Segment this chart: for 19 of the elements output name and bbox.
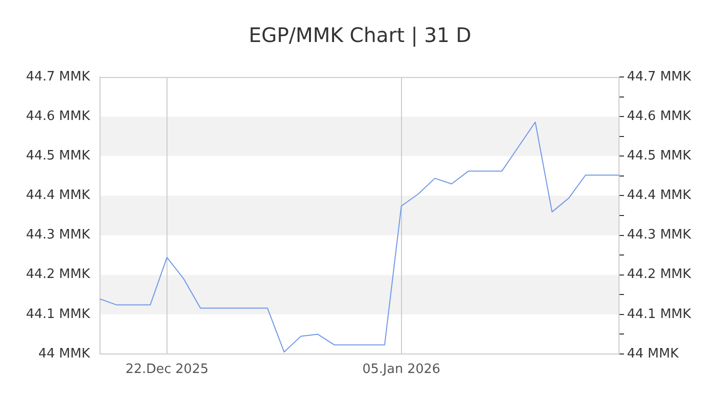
y-tick-label: 44.6 MMK — [26, 108, 90, 124]
x-tick-label: 05.Jan 2026 — [362, 362, 440, 378]
y-tick-label: 44.3 MMK — [26, 228, 90, 243]
y-tick-label: 44.1 MMK — [26, 306, 90, 322]
y2-tick-label: 44.3 MMK — [627, 228, 692, 243]
y2-tick-label: 44.5 MMK — [627, 148, 692, 164]
y2-tick-label: 44.2 MMK — [627, 267, 692, 282]
y2-tick-label: 44.6 MMK — [627, 108, 692, 124]
y-tick-label: 44.4 MMK — [26, 188, 90, 204]
y2-tick-label: 44.7 MMK — [627, 69, 692, 84]
x-tick-label: 22.Dec 2025 — [125, 362, 208, 378]
y2-tick-label: 44 MMK — [627, 346, 680, 362]
y-tick-label: 44 MMK — [38, 346, 90, 362]
y2-tick-label: 44.1 MMK — [627, 306, 692, 322]
y-tick-label: 44.2 MMK — [26, 267, 90, 282]
chart-title: EGP/MMK Chart | 31 D — [248, 23, 472, 48]
y-tick-label: 44.5 MMK — [26, 148, 90, 164]
y-tick-label: 44.7 MMK — [26, 69, 90, 84]
y2-tick-label: 44.4 MMK — [627, 188, 692, 204]
